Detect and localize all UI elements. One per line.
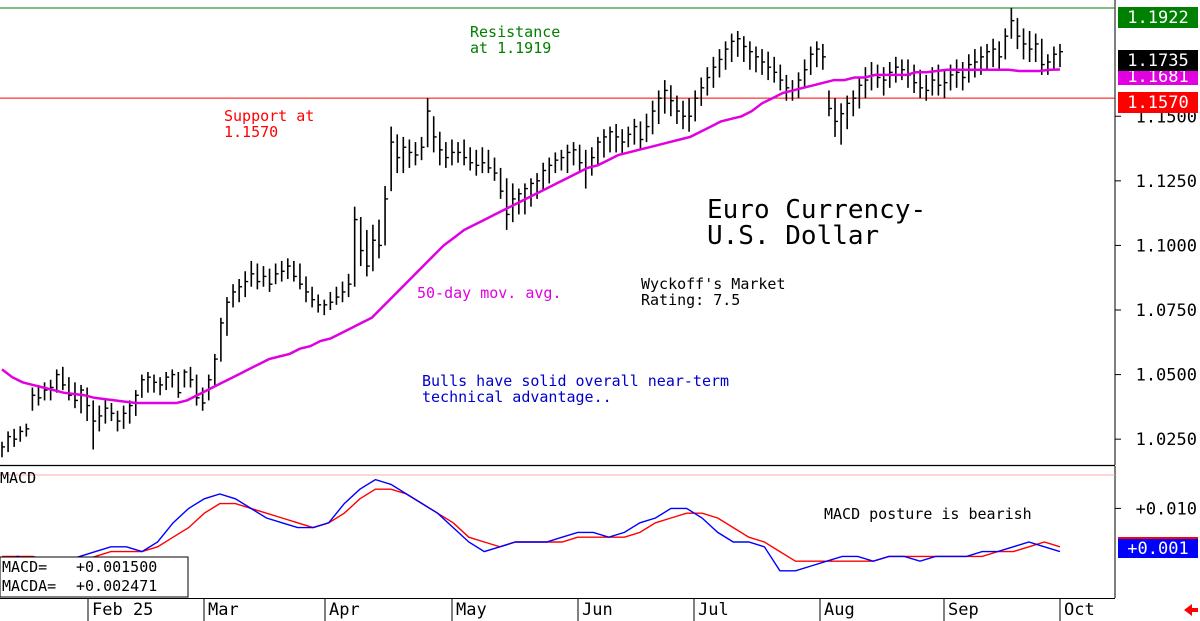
comment-line2: technical advantage.. (422, 388, 612, 406)
x-tick-label: Feb 25 (92, 600, 153, 620)
macd-title: MACD (0, 469, 36, 487)
x-tick-label: Mar (208, 600, 239, 620)
resistance-badge-bg (1118, 7, 1198, 28)
price-tick-label: 1.1250 (1136, 172, 1197, 192)
macda-readout-label: MACDA= (2, 577, 56, 595)
ma-badge: 1.1681 (1127, 67, 1188, 87)
rating-line1: Wyckoff's Market (641, 275, 786, 293)
support-badge-bg (1118, 92, 1198, 113)
moving-average-line (1, 68, 1061, 405)
chart-subtitle: U.S. Dollar (707, 221, 879, 251)
macd-readout-value: +0.001500 (76, 558, 157, 576)
last-price-badge: 1.1735 (1127, 51, 1188, 71)
support-label-line2: 1.1570 (224, 123, 278, 141)
x-axis: Feb 25 Mar Apr May Jun Jul Aug Sep Oct (87, 599, 1095, 621)
macd-badge: +0.001 (1127, 539, 1188, 559)
support-badge: 1.1570 (1127, 93, 1188, 113)
macd-tick-label: +0.010 (1136, 499, 1197, 519)
resistance-label-line1: Resistance (470, 23, 560, 41)
price-tick-label: 1.0250 (1136, 430, 1197, 450)
x-tick-label: Sep (948, 600, 979, 620)
macd-annotation: MACD posture is bearish (824, 505, 1032, 523)
x-tick-label: Oct (1064, 600, 1095, 620)
macd-badge-bg (1118, 539, 1198, 558)
last-price-badge-bg (1118, 50, 1198, 71)
x-tick-label: Aug (824, 600, 855, 620)
macd-readout-box (0, 556, 189, 598)
resistance-label-line2: at 1.1919 (470, 39, 551, 57)
resistance-badge: 1.1922 (1127, 8, 1188, 28)
macd-readout-label: MACD= (2, 558, 47, 576)
scroll-left-arrow-icon[interactable] (1184, 604, 1198, 616)
macda-readout-value: +0.002471 (76, 577, 157, 595)
macd-y-axis: +0.010 (1115, 499, 1197, 519)
chart-title: Euro Currency- (707, 195, 926, 225)
x-tick-label: May (456, 600, 487, 620)
macd-line (1, 478, 1061, 572)
x-tick-label: Jun (582, 600, 613, 620)
price-tick-label: 1.0500 (1136, 366, 1197, 386)
price-tick-label: 1.0750 (1136, 301, 1197, 321)
support-label-line1: Support at (224, 107, 314, 125)
x-tick-label: Jul (698, 600, 729, 620)
price-tick-label: 1.1000 (1136, 236, 1197, 256)
x-tick-label: Apr (329, 600, 360, 620)
comment-line1: Bulls have solid overall near-term (422, 372, 729, 390)
rating-line2: Rating: 7.5 (641, 291, 740, 309)
ma-label: 50-day mov. avg. (417, 284, 562, 302)
price-bars (1, 7, 1063, 458)
